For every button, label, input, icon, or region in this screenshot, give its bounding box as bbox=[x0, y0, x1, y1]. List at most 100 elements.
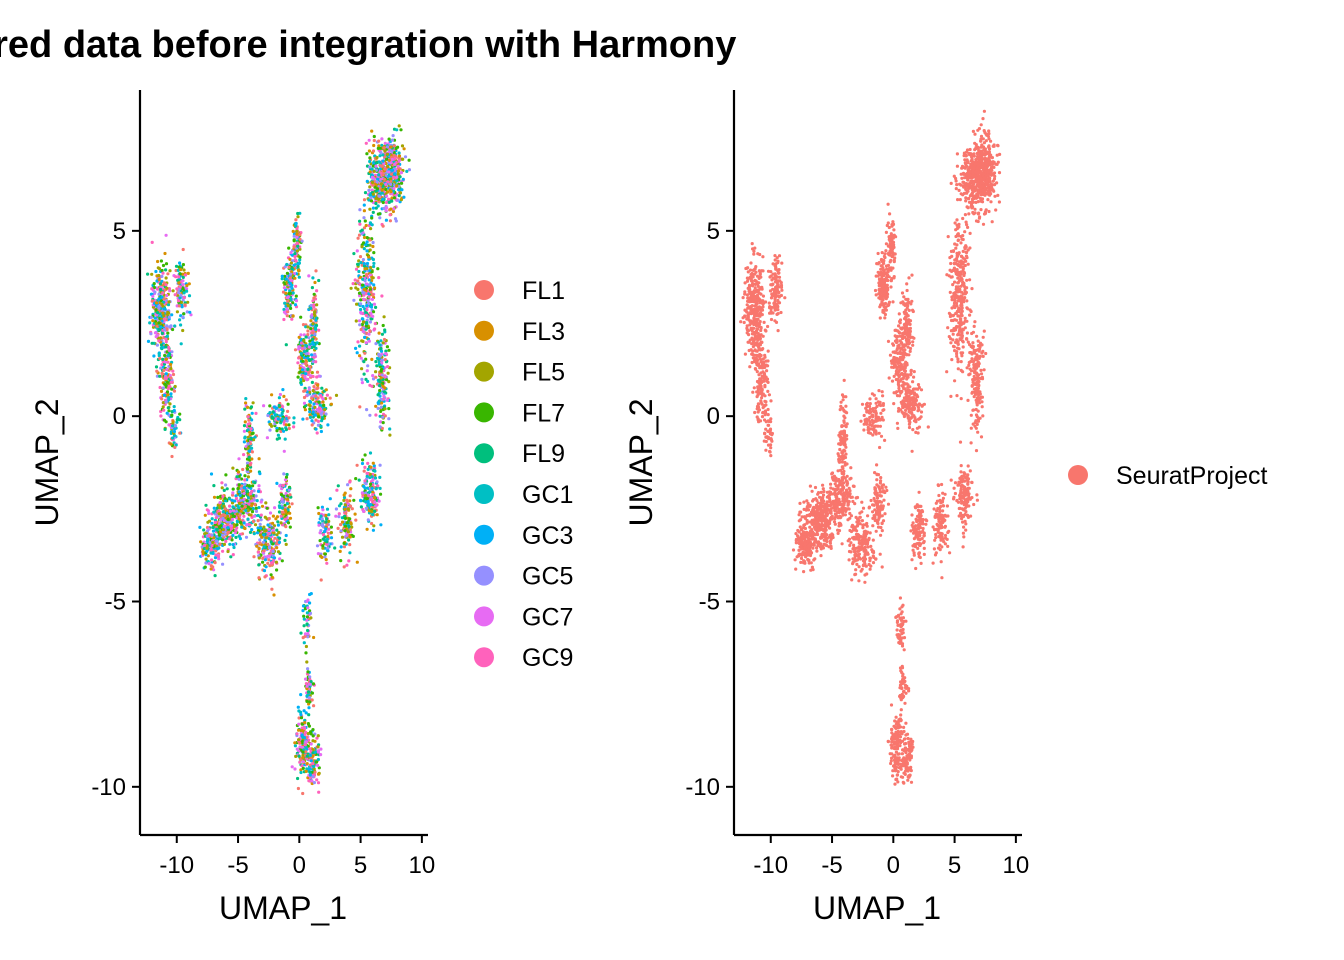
data-point bbox=[384, 182, 388, 186]
data-point bbox=[277, 408, 281, 412]
data-point bbox=[167, 348, 171, 352]
data-point bbox=[294, 299, 299, 303]
data-point bbox=[386, 164, 390, 169]
data-point bbox=[294, 284, 298, 288]
data-point bbox=[377, 173, 381, 177]
data-point bbox=[369, 482, 373, 486]
data-point bbox=[319, 394, 323, 398]
data-point bbox=[383, 386, 387, 390]
data-point bbox=[160, 397, 164, 401]
data-point bbox=[309, 759, 313, 763]
data-point bbox=[347, 559, 351, 563]
x-tick-label: -10 bbox=[159, 852, 194, 879]
data-point bbox=[317, 523, 321, 527]
data-point bbox=[304, 750, 308, 754]
data-point bbox=[284, 533, 288, 538]
data-point bbox=[358, 354, 362, 358]
data-point bbox=[371, 377, 376, 381]
data-point bbox=[359, 498, 363, 502]
data-point bbox=[347, 524, 351, 529]
data-point bbox=[297, 355, 302, 359]
data-point bbox=[324, 388, 328, 392]
data-point bbox=[313, 310, 317, 314]
data-point bbox=[378, 216, 382, 220]
data-point bbox=[365, 282, 369, 286]
data-point bbox=[157, 352, 161, 356]
data-point bbox=[230, 501, 235, 505]
x-tick-label: 0 bbox=[293, 852, 306, 879]
data-point bbox=[173, 293, 177, 297]
data-point bbox=[256, 513, 260, 518]
data-point bbox=[381, 381, 385, 385]
data-point bbox=[282, 472, 286, 476]
data-point bbox=[357, 319, 362, 323]
data-point bbox=[765, 369, 769, 373]
data-point bbox=[395, 128, 399, 132]
data-point bbox=[166, 272, 170, 276]
data-point bbox=[387, 348, 391, 352]
data-point bbox=[154, 308, 158, 312]
data-point bbox=[250, 411, 254, 415]
data-point bbox=[316, 386, 320, 390]
data-point bbox=[380, 137, 384, 141]
data-point bbox=[301, 417, 305, 421]
y-tick-label: -10 bbox=[91, 774, 126, 801]
data-point bbox=[203, 565, 207, 569]
data-point bbox=[378, 388, 382, 393]
data-point bbox=[311, 682, 316, 686]
legend-label: FL1 bbox=[522, 277, 565, 305]
data-point bbox=[169, 392, 173, 396]
data-point bbox=[318, 531, 322, 535]
data-point bbox=[169, 367, 173, 371]
data-point bbox=[378, 384, 382, 388]
data-point bbox=[253, 481, 257, 485]
data-point bbox=[242, 514, 246, 518]
data-point bbox=[941, 491, 945, 495]
data-point bbox=[356, 279, 360, 283]
data-point bbox=[165, 390, 170, 394]
data-point bbox=[363, 267, 367, 271]
data-point bbox=[393, 172, 397, 176]
data-point bbox=[311, 734, 315, 738]
data-point bbox=[274, 517, 278, 521]
data-point bbox=[288, 493, 292, 497]
data-point bbox=[749, 261, 753, 265]
data-point bbox=[246, 415, 250, 419]
data-point bbox=[293, 303, 298, 307]
data-point bbox=[284, 343, 288, 347]
data-point bbox=[280, 487, 284, 491]
data-point bbox=[309, 592, 313, 596]
data-point bbox=[236, 487, 240, 491]
data-point bbox=[247, 418, 251, 422]
data-point bbox=[209, 548, 213, 552]
data-point bbox=[171, 369, 175, 373]
data-point bbox=[294, 221, 298, 226]
data-point bbox=[264, 565, 268, 569]
data-point bbox=[379, 409, 383, 413]
data-point bbox=[220, 486, 224, 490]
data-point bbox=[303, 375, 307, 379]
data-point bbox=[316, 781, 321, 785]
data-point bbox=[285, 271, 289, 275]
data-point bbox=[306, 325, 310, 329]
data-point bbox=[355, 249, 359, 253]
data-point bbox=[216, 495, 220, 499]
data-point bbox=[311, 342, 315, 346]
data-point bbox=[392, 207, 396, 211]
data-point bbox=[378, 463, 382, 467]
data-point bbox=[277, 504, 281, 508]
data-point bbox=[258, 472, 262, 476]
data-point bbox=[279, 514, 283, 518]
data-point bbox=[305, 660, 309, 664]
data-point bbox=[750, 360, 754, 365]
data-point bbox=[163, 382, 167, 386]
legend-label: GC1 bbox=[522, 481, 573, 509]
data-point bbox=[167, 398, 171, 402]
data-point bbox=[221, 549, 225, 553]
data-point bbox=[249, 492, 253, 496]
data-point bbox=[289, 261, 293, 265]
data-point bbox=[390, 149, 394, 153]
data-point bbox=[159, 343, 164, 347]
data-point bbox=[390, 138, 394, 142]
data-point bbox=[371, 374, 375, 378]
